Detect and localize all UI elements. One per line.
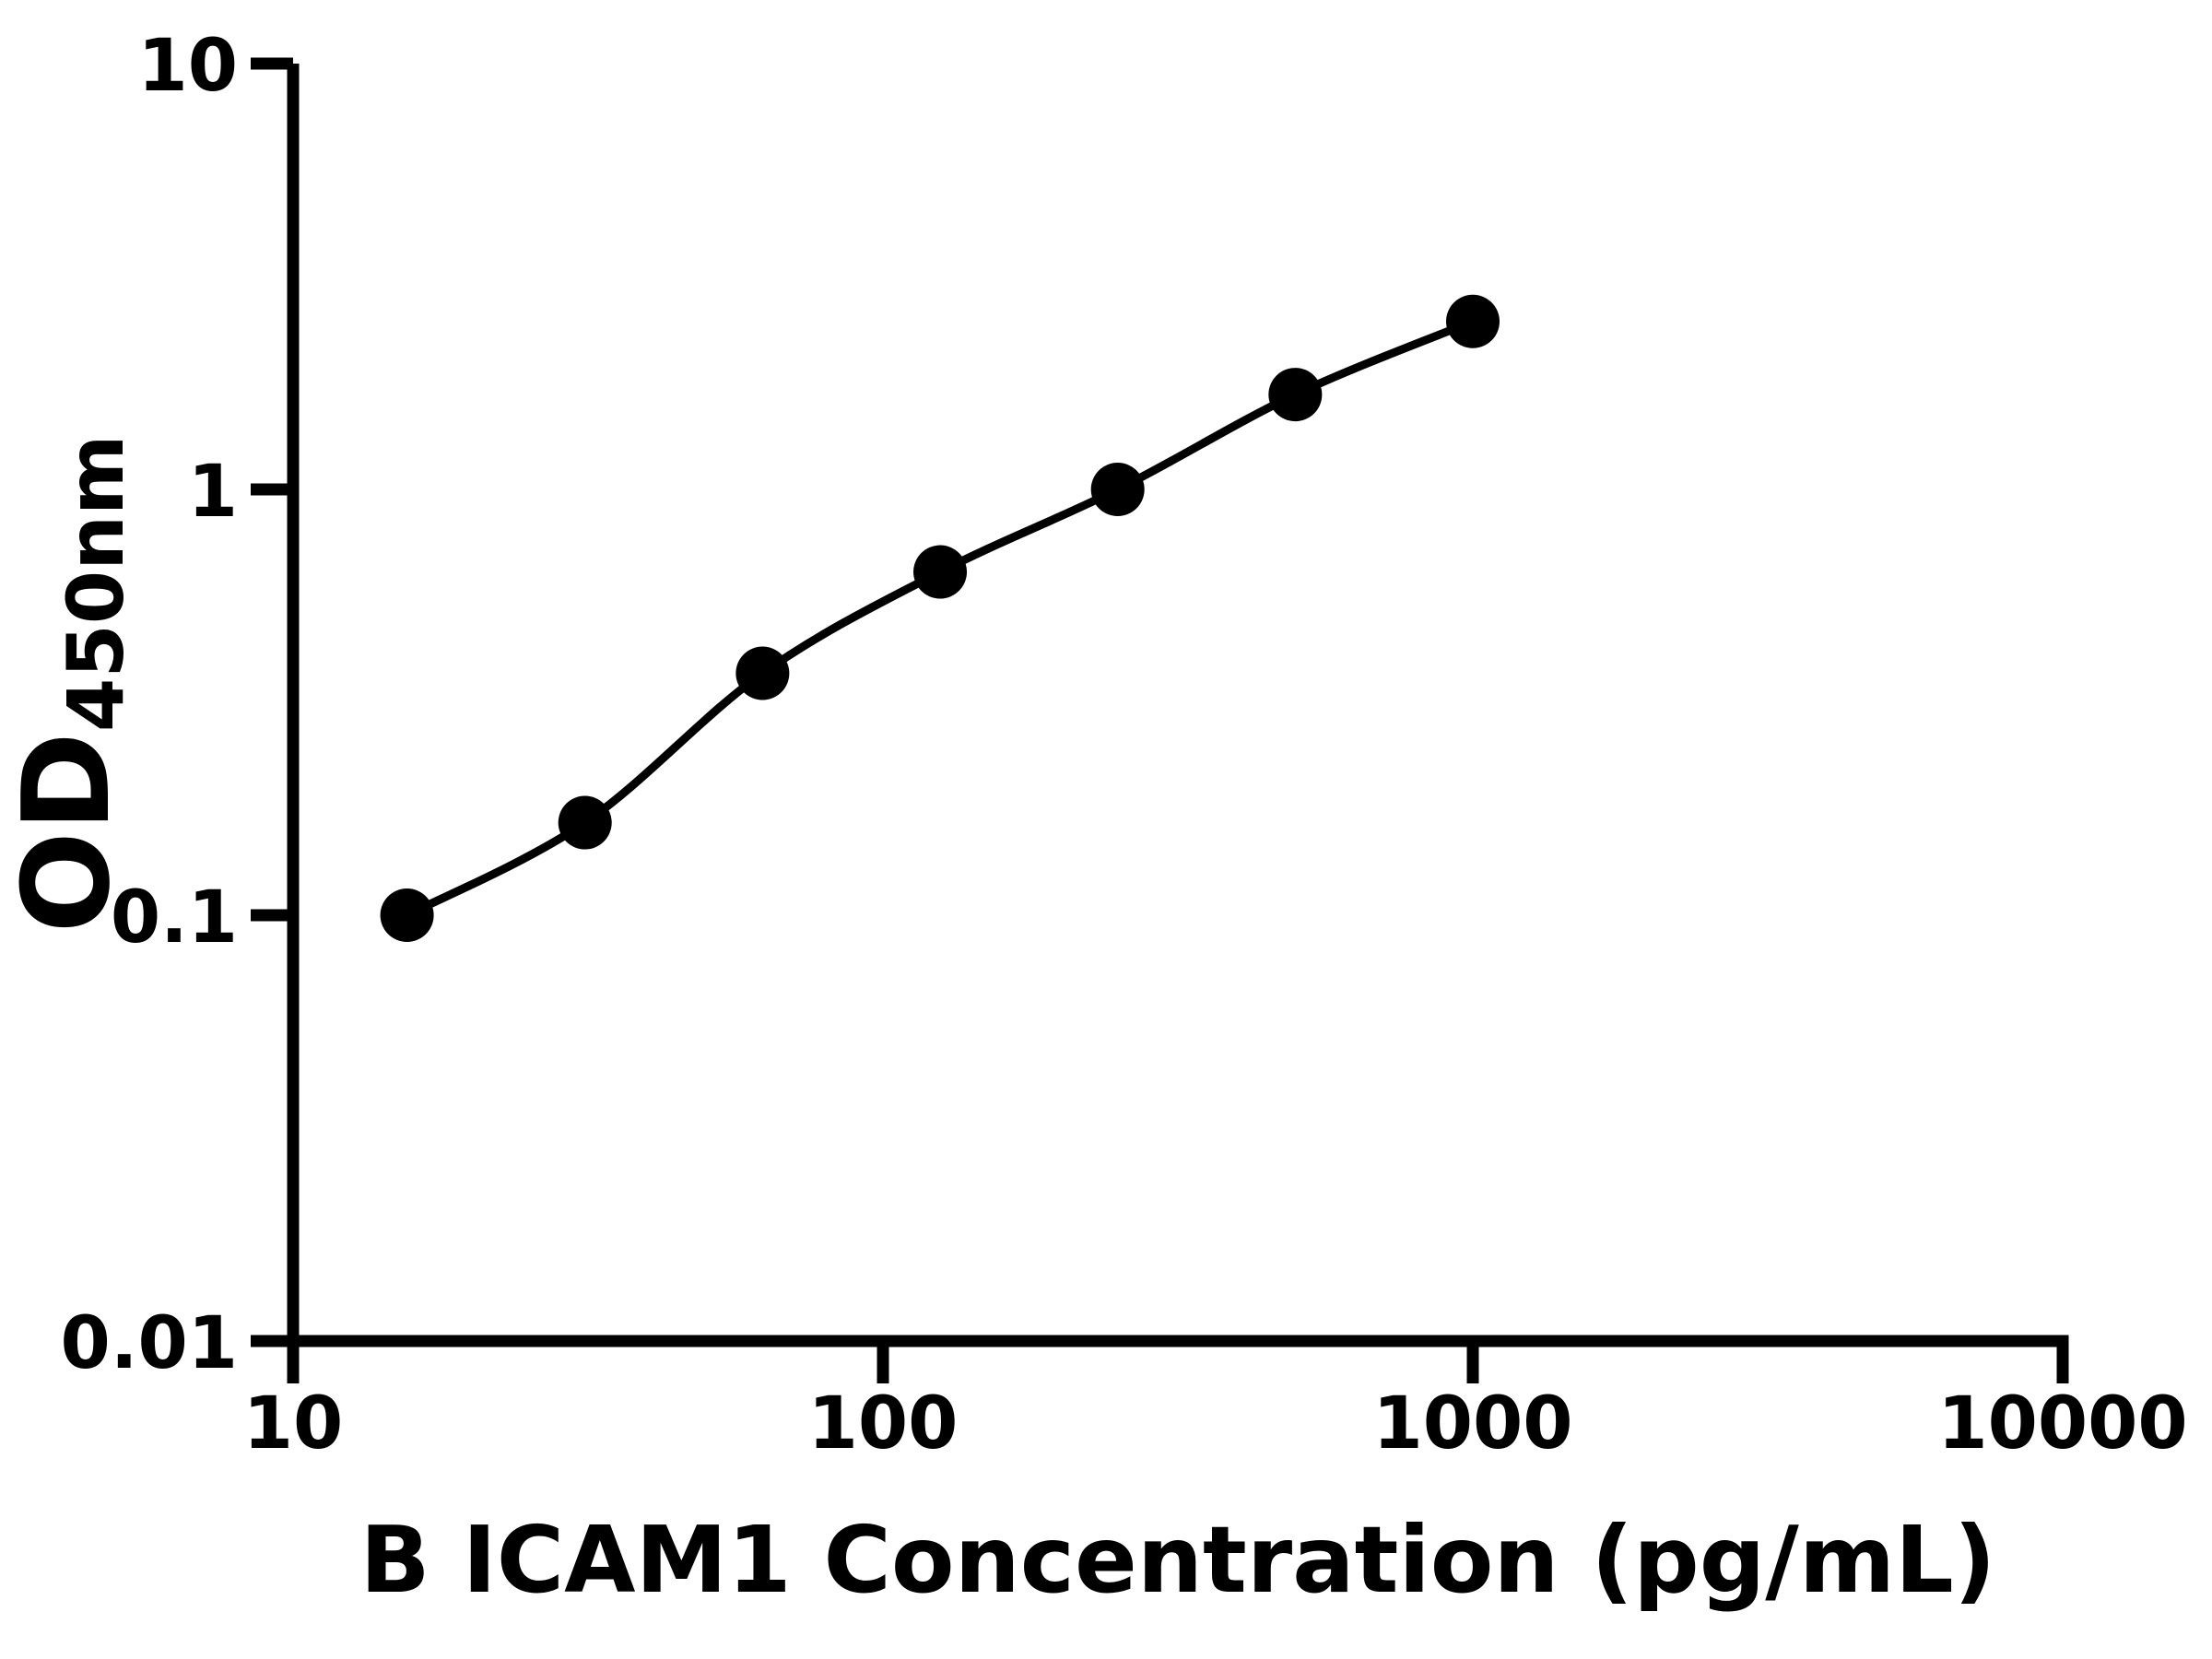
y-tick-label: 0.01 (61, 1302, 238, 1385)
data-point (558, 795, 612, 850)
y-axis-title-subscript: 450nm (51, 434, 141, 732)
data-point (1090, 463, 1145, 516)
data-point (913, 545, 968, 599)
x-axis-title: B ICAM1 Concentration (pg/mL) (360, 1506, 1996, 1614)
x-tick-label: 100 (808, 1382, 959, 1465)
y-tick-label: 0.1 (111, 877, 238, 959)
x-tick-label: 1000 (1372, 1382, 1572, 1465)
x-tick-label: 10 (243, 1382, 344, 1465)
y-axis-title-main: OD (0, 732, 136, 933)
data-point (1268, 368, 1323, 422)
y-axis-title: OD450nm (0, 434, 141, 933)
y-tick-label: 1 (188, 451, 238, 534)
x-tick-label: 10000 (1937, 1382, 2187, 1465)
y-tick-label: 10 (137, 25, 238, 108)
data-point (735, 646, 790, 700)
data-point (1446, 294, 1500, 348)
data-point (380, 888, 434, 942)
